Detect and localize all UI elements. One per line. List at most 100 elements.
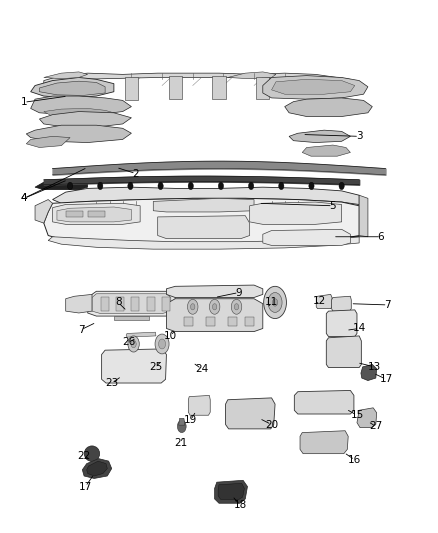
Text: 12: 12	[313, 296, 326, 305]
Polygon shape	[35, 180, 88, 190]
Circle shape	[128, 336, 139, 352]
Polygon shape	[256, 77, 269, 99]
Bar	[206, 317, 215, 326]
Polygon shape	[166, 285, 263, 297]
Polygon shape	[361, 365, 377, 381]
Bar	[228, 317, 237, 326]
Polygon shape	[169, 76, 182, 99]
Polygon shape	[92, 294, 171, 313]
Text: 26: 26	[123, 337, 136, 347]
Text: 4: 4	[21, 193, 28, 203]
Text: 6: 6	[378, 232, 385, 242]
Bar	[245, 317, 254, 326]
Polygon shape	[357, 408, 377, 427]
Polygon shape	[228, 72, 276, 79]
Polygon shape	[87, 461, 107, 476]
Circle shape	[309, 182, 314, 190]
Circle shape	[209, 300, 220, 314]
Circle shape	[188, 182, 194, 190]
Polygon shape	[263, 229, 350, 245]
Polygon shape	[300, 431, 348, 454]
Polygon shape	[250, 202, 342, 224]
Text: 7: 7	[384, 300, 391, 310]
Polygon shape	[126, 332, 156, 337]
Text: 19: 19	[184, 415, 197, 425]
Text: 23: 23	[105, 378, 118, 388]
Polygon shape	[102, 349, 166, 383]
Circle shape	[218, 182, 223, 190]
Bar	[88, 211, 105, 217]
Circle shape	[187, 300, 198, 314]
Polygon shape	[44, 198, 359, 245]
Polygon shape	[316, 294, 332, 309]
Text: 9: 9	[235, 287, 242, 297]
Polygon shape	[302, 145, 350, 156]
Bar	[66, 211, 83, 217]
Circle shape	[159, 339, 166, 349]
Text: 4: 4	[21, 193, 28, 203]
Circle shape	[248, 182, 254, 190]
Polygon shape	[263, 76, 368, 99]
Polygon shape	[39, 111, 131, 127]
Text: 13: 13	[368, 362, 381, 372]
Text: 25: 25	[149, 362, 162, 372]
Polygon shape	[26, 136, 70, 148]
Circle shape	[212, 304, 217, 310]
Text: 16: 16	[348, 455, 361, 465]
Polygon shape	[294, 391, 354, 414]
Text: 27: 27	[369, 422, 382, 431]
Polygon shape	[125, 77, 138, 100]
Circle shape	[339, 182, 344, 190]
Circle shape	[177, 420, 186, 433]
Polygon shape	[57, 207, 131, 222]
Text: 14: 14	[353, 324, 366, 334]
Circle shape	[272, 298, 278, 306]
Circle shape	[191, 304, 195, 310]
Polygon shape	[166, 298, 263, 332]
Bar	[116, 297, 124, 311]
Text: 2: 2	[132, 168, 139, 179]
Polygon shape	[158, 216, 250, 239]
Circle shape	[264, 286, 286, 319]
Polygon shape	[82, 458, 112, 479]
Text: 10: 10	[164, 331, 177, 341]
Polygon shape	[272, 79, 355, 94]
Text: 20: 20	[265, 419, 278, 430]
Polygon shape	[88, 292, 175, 316]
Text: 5: 5	[329, 201, 336, 211]
Text: 11: 11	[265, 297, 278, 308]
Circle shape	[131, 340, 136, 348]
Polygon shape	[359, 195, 368, 237]
Bar	[131, 297, 139, 311]
Polygon shape	[215, 480, 247, 503]
Polygon shape	[31, 96, 131, 115]
Polygon shape	[179, 418, 185, 425]
Polygon shape	[44, 73, 350, 85]
Polygon shape	[114, 316, 149, 320]
Polygon shape	[66, 294, 92, 313]
Polygon shape	[326, 310, 357, 336]
Circle shape	[128, 182, 133, 190]
Polygon shape	[326, 336, 361, 368]
Text: 17: 17	[79, 481, 92, 491]
Text: 3: 3	[356, 131, 363, 141]
Circle shape	[279, 182, 284, 190]
Polygon shape	[226, 398, 275, 429]
Polygon shape	[39, 81, 105, 95]
Polygon shape	[153, 198, 254, 212]
Circle shape	[268, 293, 282, 312]
Polygon shape	[26, 125, 131, 142]
Polygon shape	[48, 237, 359, 249]
Text: 8: 8	[115, 297, 122, 308]
Circle shape	[155, 334, 169, 354]
Ellipse shape	[84, 446, 99, 462]
Text: 1: 1	[21, 97, 28, 107]
Polygon shape	[53, 203, 140, 224]
Circle shape	[67, 182, 73, 190]
Text: 24: 24	[195, 364, 208, 374]
Bar	[101, 297, 109, 311]
Text: 21: 21	[174, 438, 187, 448]
Polygon shape	[332, 296, 351, 311]
Polygon shape	[44, 72, 88, 79]
Circle shape	[234, 304, 239, 310]
